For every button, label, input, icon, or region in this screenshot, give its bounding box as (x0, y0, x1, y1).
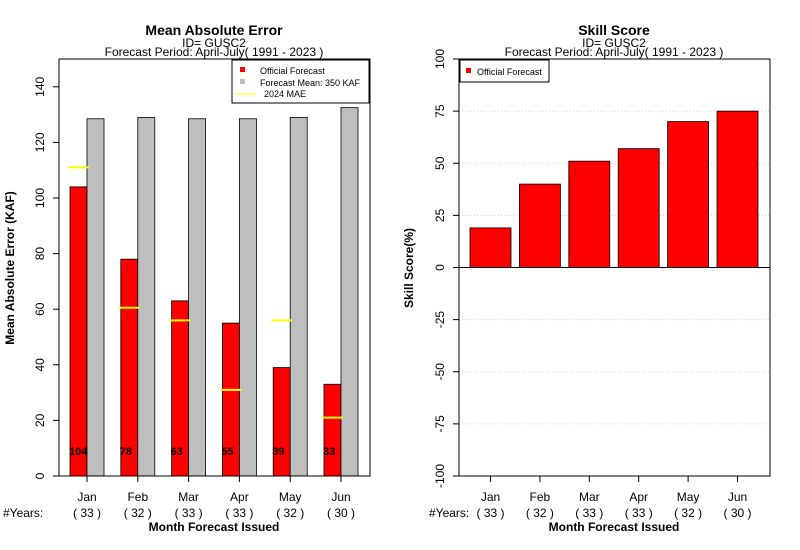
mae-y-axis-label: Mean Absolute Error (KAF) (3, 191, 17, 345)
mae-bar-value-label: 63 (171, 446, 183, 458)
mae-y-tick-label: 140 (33, 76, 47, 96)
mae-years-count: ( 32 ) (276, 506, 304, 520)
mae-mean-bar (238, 118, 257, 477)
mae-x-tick-label: Mar (178, 490, 199, 504)
mae-y-tick-label: 100 (33, 188, 47, 208)
mae-mean-bar (137, 116, 156, 477)
skill-y-tick-label: -100 (433, 464, 447, 488)
mae-x-tick-label: Feb (127, 490, 148, 504)
skill-legend-official-label: Official Forecast (477, 67, 542, 77)
skill-x-tick-label: Jun (728, 490, 747, 504)
mae-legend-box (231, 59, 370, 104)
skill-x-tick-label: Jan (481, 490, 500, 504)
mae-bar-value-label: 55 (221, 446, 233, 458)
skill-subtitle-id: ID= GUSC2 (582, 36, 646, 50)
skill-y-tick-label: -75 (433, 415, 447, 433)
skill-x-axis: Jan ( 33 ) Feb ( 32 ) Mar ( 33 ) Apr ( 33 ) May (… (476, 476, 752, 520)
mae-mean-bar (289, 116, 308, 477)
skill-x-axis-label: Month Forecast Issued (549, 520, 680, 534)
mae-x-tick-label: May (279, 490, 302, 504)
skill-legend-box (459, 59, 550, 83)
mae-bar-value-label: 33 (323, 446, 335, 458)
skill-marks (459, 110, 770, 268)
skill-official-bar (519, 183, 561, 268)
skill-gridlines (459, 110, 770, 425)
mae-official-bar (272, 367, 291, 477)
skill-y-axis: -100 -75 -50 -25 0 25 50 75 100 (433, 49, 459, 488)
mae-y-tick-label: 60 (33, 302, 47, 316)
mae-y-axis: 0 20 40 60 80 100 120 140 (33, 76, 59, 479)
mae-years-count: ( 32 ) (124, 506, 152, 520)
skill-x-tick-label: May (677, 490, 700, 504)
mae-official-bar (323, 383, 342, 477)
skill-y-tick-label: 75 (433, 104, 447, 118)
mae-y-tick-label: 40 (33, 358, 47, 372)
mae-x-axis-label: Month Forecast Issued (149, 520, 280, 534)
mae-official-bar (120, 258, 139, 477)
mae-subtitle-id: ID= GUSC2 (182, 36, 246, 50)
mae-bar-value-label: 78 (120, 446, 132, 458)
mae-legend-2024-label: 2024 MAE (264, 89, 306, 99)
skill-years-count: ( 33 ) (625, 506, 653, 520)
skill-legend: Official Forecast (459, 59, 550, 83)
skill-subtitle-period: Forecast Period: April-July( 1991 - 2023… (505, 45, 724, 59)
mae-mean-bar (188, 118, 207, 477)
skill-official-bar (667, 121, 709, 268)
skill-official-bar (617, 148, 660, 268)
mae-x-tick-label: Jun (331, 490, 350, 504)
skill-y-tick-label: -25 (433, 311, 447, 329)
mae-x-tick-label: Apr (230, 490, 249, 504)
mae-x-axis: Jan ( 33 ) Feb ( 32 ) Mar ( 33 ) Apr ( 33 ) May (… (73, 476, 355, 520)
skill-x-tick-label: Feb (530, 490, 551, 504)
mae-years-count: ( 33 ) (225, 506, 253, 520)
mae-legend-official-label: Official Forecast (260, 66, 325, 76)
mae-marks: 104 78 63 55 39 33 (68, 107, 359, 477)
mae-plot-frame (58, 58, 371, 477)
mae-chart: Mean Absolute Error ID= GUSC2 Forecast P… (3, 22, 371, 534)
mae-years-prefix: #Years: (3, 506, 43, 520)
mae-years-count: ( 33 ) (175, 506, 203, 520)
skill-y-tick-label: 25 (433, 208, 447, 222)
mae-legend-mean-label: Forecast Mean: 350 KAF (260, 78, 361, 88)
legend-official-swatch (240, 67, 245, 72)
mae-x-tick-label: Jan (77, 490, 96, 504)
skill-years-count: ( 33 ) (476, 506, 504, 520)
skill-x-tick-label: Apr (629, 490, 648, 504)
mae-bar-value-label: 39 (272, 446, 284, 458)
skill-y-tick-label: 50 (433, 156, 447, 170)
legend-forecast-mean-swatch (240, 79, 245, 84)
skill-legend-official-swatch (466, 68, 471, 73)
mae-subtitle-period: Forecast Period: April-July( 1991 - 2023… (105, 45, 324, 59)
skill-years-count: ( 32 ) (674, 506, 702, 520)
mae-y-tick-label: 20 (33, 413, 47, 427)
skill-y-tick-label: -50 (433, 363, 447, 381)
mae-y-tick-label: 80 (33, 247, 47, 261)
skill-x-tick-label: Mar (579, 490, 600, 504)
mae-legend: Official Forecast Forecast Mean: 350 KAF… (231, 59, 370, 104)
skill-years-count: ( 33 ) (575, 506, 603, 520)
skill-years-count: ( 30 ) (723, 506, 751, 520)
skill-official-bar (568, 160, 611, 268)
mae-mean-bar (86, 118, 105, 477)
mae-official-bar (69, 186, 88, 477)
skill-official-bar (469, 227, 512, 268)
mae-years-count: ( 33 ) (73, 506, 101, 520)
skill-title: Skill Score (578, 22, 650, 38)
skill-official-bar (716, 110, 759, 268)
mae-title: Mean Absolute Error (145, 22, 283, 38)
skill-years-count: ( 32 ) (526, 506, 554, 520)
skill-years-prefix: #Years: (429, 506, 469, 520)
mae-y-tick-label: 120 (33, 132, 47, 152)
skill-chart: Skill Score ID= GUSC2 Forecast Period: A… (402, 22, 771, 534)
mae-mean-bar (340, 107, 359, 477)
mae-years-count: ( 30 ) (327, 506, 355, 520)
skill-y-tick-label: 0 (433, 264, 447, 271)
mae-y-tick-label: 0 (33, 472, 47, 479)
skill-y-tick-label: 100 (433, 49, 447, 69)
mae-bar-value-label: 104 (69, 446, 88, 458)
skill-y-axis-label: Skill Score(%) (402, 228, 416, 308)
